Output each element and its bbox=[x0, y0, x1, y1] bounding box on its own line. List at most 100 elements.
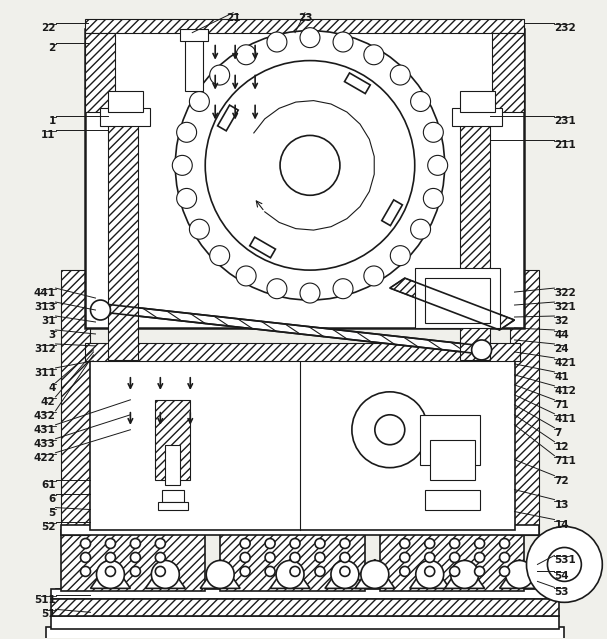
Circle shape bbox=[290, 566, 300, 576]
Circle shape bbox=[364, 45, 384, 65]
Circle shape bbox=[172, 155, 192, 175]
Bar bbox=[109, 121, 138, 360]
Bar bbox=[86, 343, 520, 361]
Circle shape bbox=[97, 560, 124, 589]
Bar bbox=[61, 525, 540, 534]
Bar bbox=[415, 268, 500, 328]
Circle shape bbox=[450, 539, 459, 548]
Bar bbox=[425, 489, 480, 509]
Polygon shape bbox=[410, 560, 450, 589]
Bar bbox=[90, 355, 515, 530]
Text: 14: 14 bbox=[554, 520, 569, 530]
Polygon shape bbox=[217, 105, 238, 131]
Text: 432: 432 bbox=[34, 411, 56, 421]
Circle shape bbox=[548, 548, 582, 581]
Text: 7: 7 bbox=[554, 427, 562, 438]
Circle shape bbox=[410, 91, 430, 111]
Text: 23: 23 bbox=[298, 13, 312, 23]
Bar bbox=[86, 19, 524, 33]
Text: 711: 711 bbox=[554, 456, 576, 466]
Circle shape bbox=[450, 553, 459, 562]
Circle shape bbox=[300, 283, 320, 303]
Bar bbox=[380, 530, 524, 591]
Circle shape bbox=[506, 560, 534, 589]
Bar bbox=[61, 530, 205, 591]
Polygon shape bbox=[500, 560, 540, 589]
Text: 433: 433 bbox=[34, 439, 56, 449]
Circle shape bbox=[236, 45, 256, 65]
Polygon shape bbox=[90, 560, 131, 589]
Text: 1: 1 bbox=[49, 116, 56, 127]
Text: 312: 312 bbox=[34, 344, 56, 354]
Text: 13: 13 bbox=[554, 500, 569, 509]
Text: 2: 2 bbox=[49, 43, 56, 52]
Bar bbox=[459, 121, 490, 360]
Circle shape bbox=[81, 566, 90, 576]
Bar bbox=[155, 400, 190, 480]
Text: 313: 313 bbox=[34, 302, 56, 312]
Circle shape bbox=[175, 31, 445, 300]
Circle shape bbox=[155, 553, 165, 562]
Text: 72: 72 bbox=[554, 475, 569, 486]
Circle shape bbox=[81, 539, 90, 548]
Circle shape bbox=[155, 539, 165, 548]
Circle shape bbox=[131, 566, 140, 576]
Text: 3: 3 bbox=[49, 330, 56, 340]
Bar bbox=[492, 33, 524, 112]
Polygon shape bbox=[355, 560, 395, 589]
Bar bbox=[56, 589, 554, 627]
Circle shape bbox=[400, 566, 410, 576]
Bar bbox=[50, 617, 560, 629]
Circle shape bbox=[390, 65, 410, 85]
Circle shape bbox=[106, 539, 115, 548]
Circle shape bbox=[472, 340, 492, 360]
Polygon shape bbox=[325, 560, 365, 589]
Bar bbox=[50, 599, 560, 617]
Text: 421: 421 bbox=[554, 358, 576, 368]
Circle shape bbox=[240, 553, 250, 562]
Text: 322: 322 bbox=[554, 288, 576, 298]
Circle shape bbox=[500, 566, 509, 576]
Text: 211: 211 bbox=[554, 141, 576, 150]
Circle shape bbox=[280, 135, 340, 196]
Circle shape bbox=[209, 245, 229, 266]
Circle shape bbox=[400, 539, 410, 548]
Circle shape bbox=[267, 279, 287, 298]
Circle shape bbox=[425, 553, 435, 562]
Circle shape bbox=[333, 279, 353, 298]
Circle shape bbox=[475, 566, 484, 576]
Circle shape bbox=[475, 553, 484, 562]
Bar bbox=[459, 91, 495, 112]
Text: 24: 24 bbox=[554, 344, 569, 354]
Text: 511: 511 bbox=[34, 596, 56, 605]
Circle shape bbox=[155, 566, 165, 576]
Text: 311: 311 bbox=[34, 368, 56, 378]
Circle shape bbox=[265, 553, 275, 562]
Text: 431: 431 bbox=[34, 425, 56, 435]
Text: 51: 51 bbox=[41, 610, 56, 619]
Circle shape bbox=[209, 65, 229, 85]
Circle shape bbox=[333, 32, 353, 52]
Circle shape bbox=[290, 539, 300, 548]
Bar bbox=[46, 627, 565, 639]
Circle shape bbox=[315, 539, 325, 548]
Circle shape bbox=[423, 122, 443, 142]
Bar bbox=[220, 530, 365, 591]
Circle shape bbox=[375, 415, 405, 445]
Circle shape bbox=[90, 300, 110, 320]
Circle shape bbox=[475, 539, 484, 548]
Bar bbox=[425, 278, 490, 323]
Text: 5: 5 bbox=[49, 507, 56, 518]
Text: 232: 232 bbox=[554, 22, 576, 33]
Circle shape bbox=[425, 566, 435, 576]
Circle shape bbox=[106, 566, 115, 576]
Circle shape bbox=[410, 219, 430, 239]
Circle shape bbox=[500, 553, 509, 562]
Circle shape bbox=[189, 91, 209, 111]
Text: 52: 52 bbox=[41, 521, 56, 532]
Text: 412: 412 bbox=[554, 386, 576, 396]
Circle shape bbox=[81, 553, 90, 562]
Polygon shape bbox=[390, 278, 515, 330]
Text: 11: 11 bbox=[41, 130, 56, 141]
Circle shape bbox=[340, 553, 350, 562]
